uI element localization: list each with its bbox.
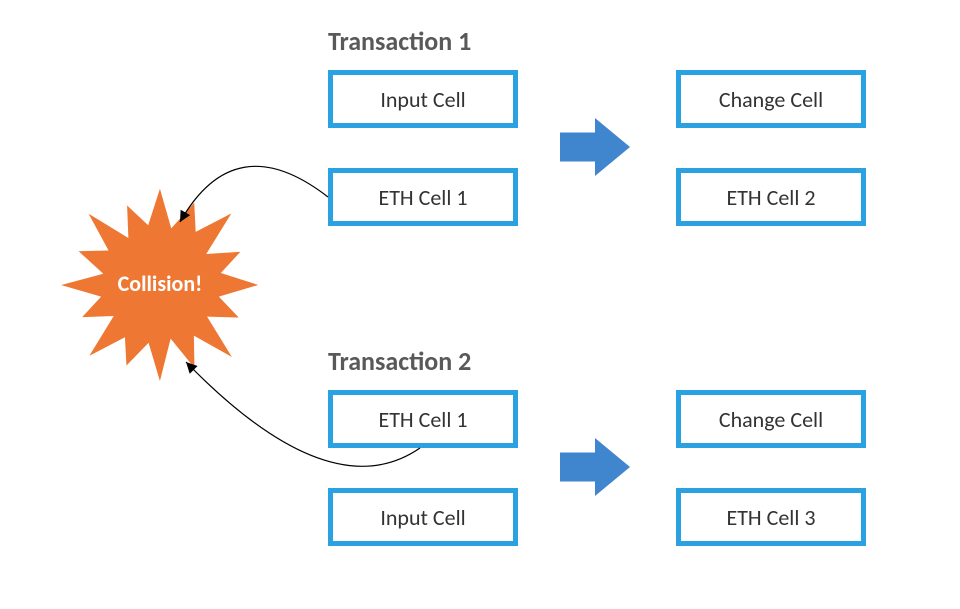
t2_in1-label: ETH Cell 1 [378, 406, 467, 433]
t2_in1-cell: ETH Cell 1 [328, 390, 518, 448]
t2_out1-cell: Change Cell [676, 390, 866, 448]
t2_out2-cell: ETH Cell 3 [676, 488, 866, 546]
t2-heading: Transaction 2 [328, 345, 471, 377]
arrow-t2 [560, 438, 630, 496]
t1_in2-label: ETH Cell 1 [378, 184, 467, 211]
t1_out1-label: Change Cell [719, 86, 823, 113]
t1_out2-label: ETH Cell 2 [726, 184, 815, 211]
t2_in2-label: Input Cell [380, 504, 465, 531]
t1_out1-cell: Change Cell [676, 70, 866, 128]
collision-label: Collision! [35, 270, 285, 297]
t1-heading: Transaction 1 [328, 25, 471, 57]
t1_in1-cell: Input Cell [328, 70, 518, 128]
t2_out2-label: ETH Cell 3 [726, 504, 815, 531]
t1_in2-cell: ETH Cell 1 [328, 168, 518, 226]
t2_in2-cell: Input Cell [328, 488, 518, 546]
t1_out2-cell: ETH Cell 2 [676, 168, 866, 226]
diagram-canvas: Transaction 1 Transaction 2 Input Cell ETH … [0, 0, 960, 609]
t1_in1-label: Input Cell [380, 86, 465, 113]
arrow-t1 [560, 118, 630, 176]
t2_out1-label: Change Cell [719, 406, 823, 433]
